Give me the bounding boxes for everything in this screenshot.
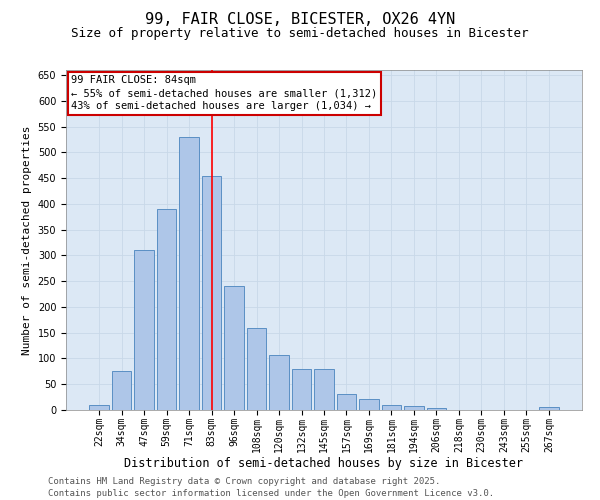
Bar [539, 408, 559, 410]
X-axis label: Distribution of semi-detached houses by size in Bicester: Distribution of semi-detached houses by … [125, 457, 523, 470]
Bar [337, 394, 356, 410]
Bar [224, 286, 244, 410]
Bar [157, 209, 176, 410]
Bar [112, 371, 131, 410]
Bar [359, 399, 379, 410]
Text: 99 FAIR CLOSE: 84sqm
← 55% of semi-detached houses are smaller (1,312)
43% of se: 99 FAIR CLOSE: 84sqm ← 55% of semi-detac… [71, 75, 377, 112]
Text: Size of property relative to semi-detached houses in Bicester: Size of property relative to semi-detach… [71, 28, 529, 40]
Bar [202, 176, 221, 410]
Bar [314, 369, 334, 410]
Bar [89, 405, 109, 410]
Bar [292, 369, 311, 410]
Bar [247, 328, 266, 410]
Bar [134, 250, 154, 410]
Text: Contains HM Land Registry data © Crown copyright and database right 2025.
Contai: Contains HM Land Registry data © Crown c… [48, 476, 494, 498]
Bar [404, 406, 424, 410]
Bar [179, 137, 199, 410]
Bar [269, 355, 289, 410]
Y-axis label: Number of semi-detached properties: Number of semi-detached properties [22, 125, 32, 355]
Bar [427, 408, 446, 410]
Text: 99, FAIR CLOSE, BICESTER, OX26 4YN: 99, FAIR CLOSE, BICESTER, OX26 4YN [145, 12, 455, 28]
Bar [382, 405, 401, 410]
